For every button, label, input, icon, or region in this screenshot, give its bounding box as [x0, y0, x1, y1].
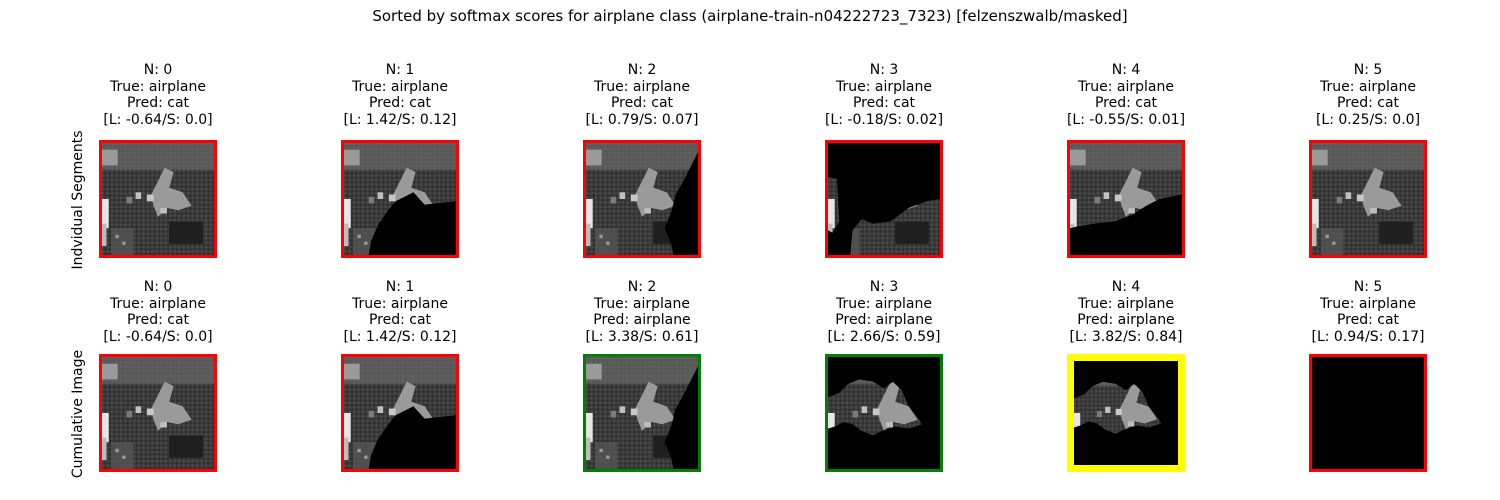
pred-label: Pred: cat [1094, 95, 1158, 111]
pred-label: Pred: cat [610, 95, 674, 111]
cell-caption: N: 4 True: airplane Pred: airplane [L: 3.82… [1026, 279, 1226, 345]
cell-index: N: 2 [627, 62, 657, 78]
pred-label: Pred: airplane [593, 312, 691, 328]
thumbnail-image [1070, 143, 1182, 255]
pred-label: Pred: airplane [835, 312, 933, 328]
pred-label: Pred: cat [368, 95, 432, 111]
cell-index: N: 1 [385, 62, 415, 78]
score-label: [L: 3.82/S: 0.84] [1069, 328, 1183, 345]
thumbnail-image [586, 357, 698, 469]
segment-thumbnail [825, 140, 943, 258]
pred-label: Pred: cat [126, 312, 190, 328]
cell-caption: N: 4 True: airplane Pred: cat [L: -0.55/S: … [1026, 62, 1226, 128]
figure-title: Sorted by softmax scores for airplane cl… [372, 7, 1128, 25]
true-label: True: airplane [836, 295, 932, 312]
score-label: [L: 1.42/S: 0.12] [343, 111, 457, 128]
thumbnail-image [102, 357, 214, 469]
cell-index: N: 2 [627, 279, 657, 295]
true-label: True: airplane [594, 295, 690, 312]
true-label: True: airplane [836, 78, 932, 95]
thumbnail-image [102, 143, 214, 255]
pred-label: Pred: cat [1336, 95, 1400, 111]
cell-index: N: 5 [1353, 279, 1383, 295]
cell-caption: N: 1 True: airplane Pred: cat [L: 1.42/S: 0… [300, 62, 500, 128]
score-label: [L: -0.64/S: 0.0] [103, 111, 213, 128]
row-label-individual-segments: Indvidual Segments [70, 130, 86, 270]
segment-thumbnail [1067, 354, 1185, 472]
thumbnail-image [828, 143, 940, 255]
cell-caption: N: 2 True: airplane Pred: cat [L: 0.79/S: 0… [542, 62, 742, 128]
cell-index: N: 0 [143, 279, 173, 295]
cell-caption: N: 5 True: airplane Pred: cat [L: 0.94/S: 0… [1268, 279, 1468, 345]
score-label: [L: -0.55/S: 0.01] [1066, 111, 1186, 128]
cell-index: N: 3 [869, 279, 899, 295]
score-label: [L: -0.64/S: 0.0] [103, 328, 213, 345]
score-label: [L: 3.38/S: 0.61] [585, 328, 699, 345]
score-label: [L: 0.94/S: 0.17] [1311, 328, 1425, 345]
true-label: True: airplane [110, 78, 206, 95]
score-label: [L: 2.66/S: 0.59] [827, 328, 941, 345]
segment-thumbnail [1067, 140, 1185, 258]
thumbnail-image [828, 357, 940, 469]
segment-thumbnail [1309, 354, 1427, 472]
segment-thumbnail [583, 140, 701, 258]
cell-caption: N: 3 True: airplane Pred: cat [L: -0.18/S: … [784, 62, 984, 128]
cell-caption: N: 1 True: airplane Pred: cat [L: 1.42/S: 0… [300, 279, 500, 345]
score-label: [L: 1.42/S: 0.12] [343, 328, 457, 345]
pred-label: Pred: cat [852, 95, 916, 111]
cell-caption: N: 2 True: airplane Pred: airplane [L: 3.38… [542, 279, 742, 345]
segment-thumbnail [341, 354, 459, 472]
cell-caption: N: 5 True: airplane Pred: cat [L: 0.25/S: 0… [1268, 62, 1468, 128]
cell-index: N: 3 [869, 62, 899, 78]
thumbnail-image [1312, 143, 1424, 255]
pred-label: Pred: airplane [1077, 312, 1175, 328]
thumbnail-image [1074, 361, 1178, 465]
thumbnail-image [1312, 357, 1424, 469]
cell-index: N: 0 [143, 62, 173, 78]
segment-thumbnail [99, 140, 217, 258]
cell-index: N: 5 [1353, 62, 1383, 78]
segment-thumbnail [825, 354, 943, 472]
true-label: True: airplane [1078, 295, 1174, 312]
cell-caption: N: 0 True: airplane Pred: cat [L: -0.64/S: … [58, 279, 258, 345]
true-label: True: airplane [352, 78, 448, 95]
cell-caption: N: 3 True: airplane Pred: airplane [L: 2.66… [784, 279, 984, 345]
cell-caption: N: 0 True: airplane Pred: cat [L: -0.64/S: … [58, 62, 258, 128]
segment-thumbnail [341, 140, 459, 258]
cell-index: N: 4 [1111, 279, 1141, 295]
true-label: True: airplane [1320, 295, 1416, 312]
true-label: True: airplane [1320, 78, 1416, 95]
score-label: [L: -0.18/S: 0.02] [824, 111, 944, 128]
segment-thumbnail [99, 354, 217, 472]
score-label: [L: 0.25/S: 0.0] [1315, 111, 1421, 128]
row-label-cumulative-image: Cumulative Image [70, 349, 86, 479]
pred-label: Pred: cat [368, 312, 432, 328]
true-label: True: airplane [1078, 78, 1174, 95]
pred-label: Pred: cat [1336, 312, 1400, 328]
cell-index: N: 4 [1111, 62, 1141, 78]
true-label: True: airplane [352, 295, 448, 312]
cell-index: N: 1 [385, 279, 415, 295]
thumbnail-image [344, 143, 456, 255]
segment-thumbnail [583, 354, 701, 472]
pred-label: Pred: cat [126, 95, 190, 111]
thumbnail-image [586, 143, 698, 255]
thumbnail-image [344, 357, 456, 469]
true-label: True: airplane [594, 78, 690, 95]
segment-thumbnail [1309, 140, 1427, 258]
true-label: True: airplane [110, 295, 206, 312]
score-label: [L: 0.79/S: 0.07] [585, 111, 699, 128]
